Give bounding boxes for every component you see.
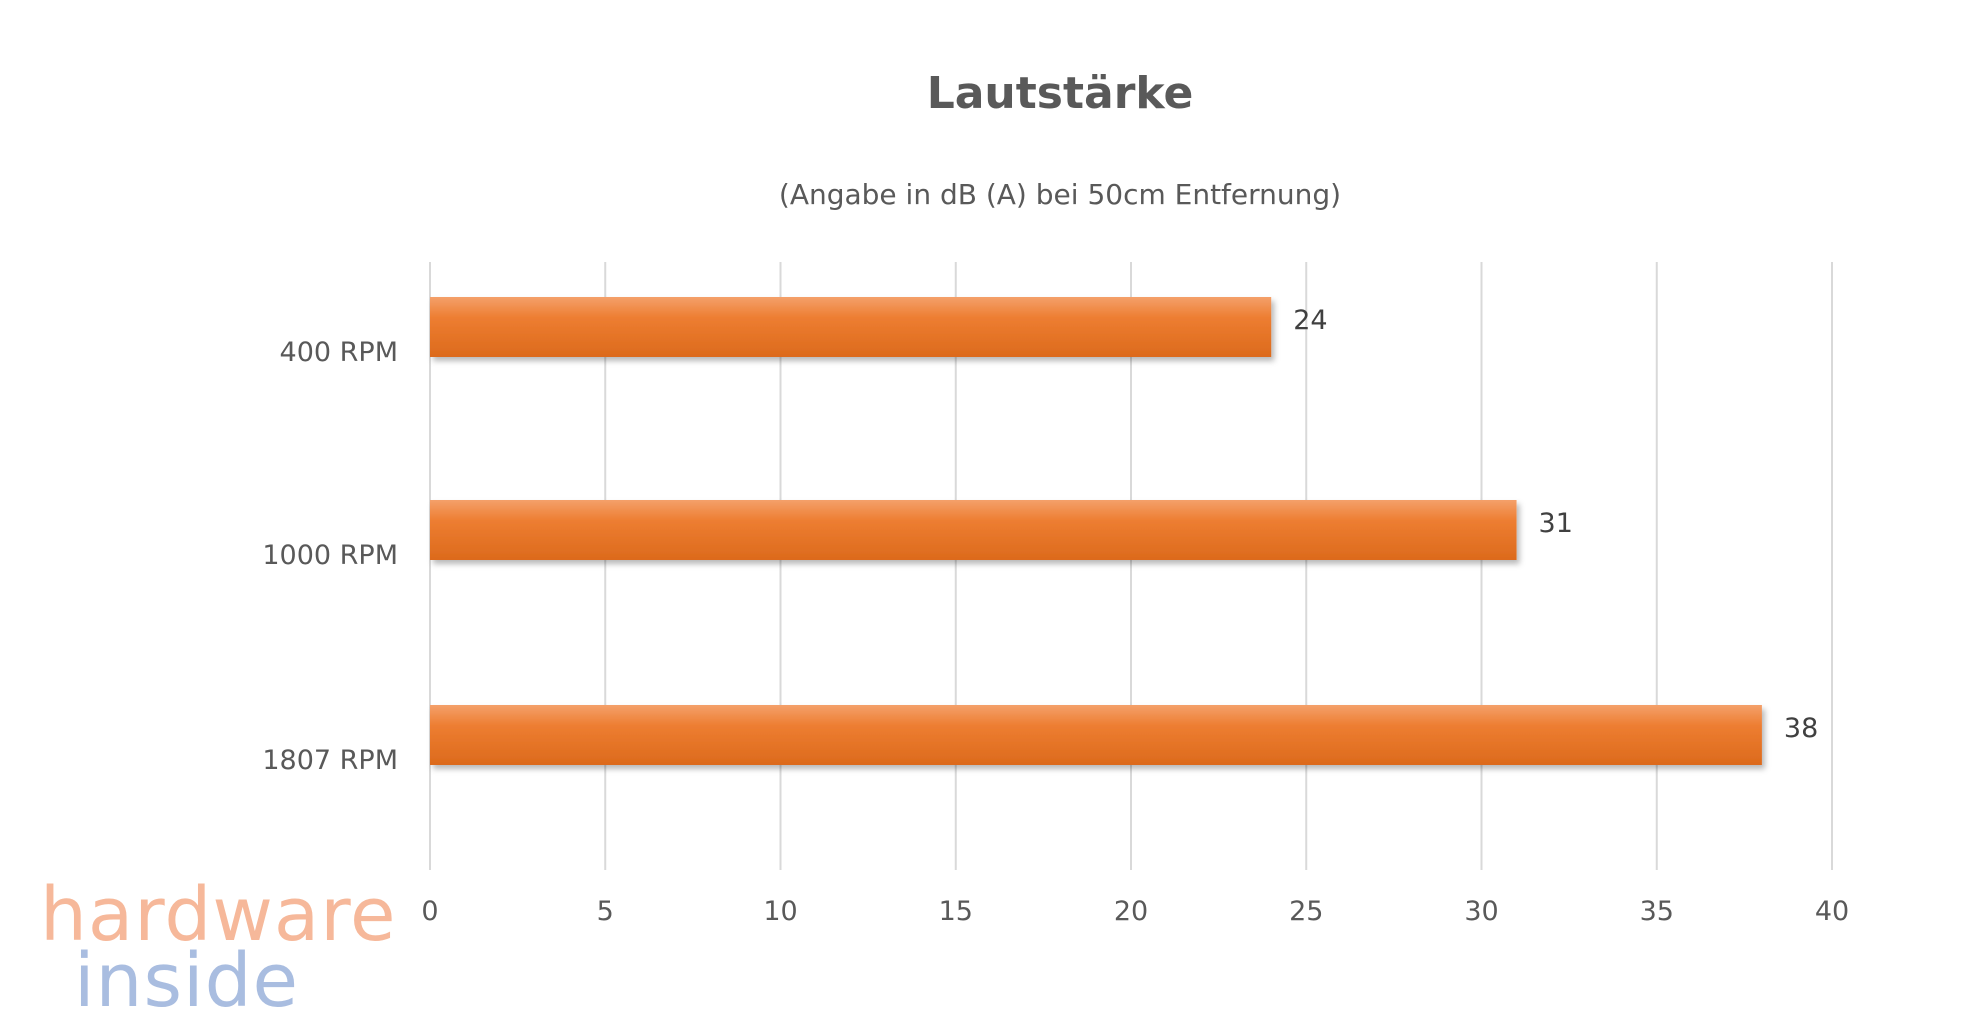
hardware-inside-logo: hardware inside xyxy=(40,872,397,1020)
category-label-400-rpm: 400 RPM xyxy=(280,337,398,368)
bar-400-rpm xyxy=(430,297,1272,357)
x-tick-label-5: 5 xyxy=(597,896,614,927)
chart-subtitle: (Angabe in dB (A) bei 50cm Entfernung) xyxy=(779,178,1341,211)
x-tick-label-20: 20 xyxy=(1114,896,1148,927)
x-axis-tick-labels: 0 5 10 15 20 25 30 35 40 xyxy=(421,896,1849,927)
x-tick-label-40: 40 xyxy=(1815,896,1849,927)
x-tick-label-15: 15 xyxy=(939,896,973,927)
x-tick-label-35: 35 xyxy=(1640,896,1674,927)
x-tick-label-25: 25 xyxy=(1289,896,1323,927)
data-label-1000-rpm: 31 xyxy=(1539,508,1573,539)
x-tick-label-30: 30 xyxy=(1464,896,1498,927)
bar-1807-rpm xyxy=(430,705,1762,765)
gridlines xyxy=(429,262,1833,870)
bar-1000-rpm xyxy=(430,500,1517,560)
logo-hardware-text: hardware xyxy=(40,872,397,958)
data-label-400-rpm: 24 xyxy=(1293,305,1327,336)
category-labels: 400 RPM 1000 RPM 1807 RPM xyxy=(262,337,398,776)
bars xyxy=(430,297,1762,765)
category-label-1807-rpm: 1807 RPM xyxy=(262,745,398,776)
data-labels: 24 31 38 xyxy=(1293,305,1818,744)
x-tick-label-0: 0 xyxy=(421,896,438,927)
logo-inside-text: inside xyxy=(74,938,299,1020)
category-label-1000-rpm: 1000 RPM xyxy=(262,540,398,571)
data-label-1807-rpm: 38 xyxy=(1784,713,1818,744)
x-tick-label-10: 10 xyxy=(763,896,797,927)
chart-title: Lautstärke xyxy=(927,68,1194,119)
